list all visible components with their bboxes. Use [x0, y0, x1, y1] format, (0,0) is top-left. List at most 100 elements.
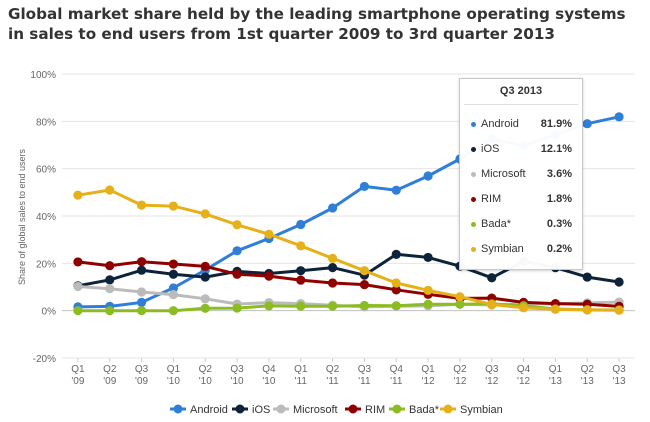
x-tick-label-year: '13: [613, 376, 626, 387]
y-tick-label: 20%: [36, 259, 56, 270]
data-point-bada: [73, 306, 83, 316]
data-point-ios: [391, 249, 401, 259]
data-point-microsoft: [200, 294, 210, 304]
legend-label-rim: RIM: [365, 404, 385, 416]
data-point-symbian: [168, 201, 179, 211]
data-point-rim: [391, 285, 401, 295]
tooltip-series-value: 1.8%: [546, 193, 572, 205]
data-point-rim: [359, 280, 370, 290]
data-point-symbian: [264, 229, 274, 239]
data-point-ios: [614, 277, 624, 287]
tooltip-dot-icon: [471, 147, 476, 152]
data-point-android: [359, 181, 370, 192]
x-tick-label-year: '12: [517, 376, 530, 387]
data-point-microsoft: [168, 289, 179, 300]
tooltip-dot-icon: [471, 122, 476, 127]
data-point-ios: [296, 266, 306, 276]
data-point-symbian: [518, 303, 529, 313]
y-tick-label: 80%: [36, 117, 56, 128]
data-point-symbian: [296, 241, 306, 251]
data-point-ios: [327, 262, 338, 273]
data-point-rim: [232, 269, 242, 279]
data-point-android: [168, 283, 179, 293]
data-point-android: [423, 171, 433, 181]
tooltip-dot-icon: [471, 247, 476, 252]
x-tick-label: Q2: [199, 364, 213, 375]
legend-label-ios: iOS: [252, 404, 270, 416]
x-tick-label: Q1: [421, 364, 435, 375]
series-line-rim: [76, 260, 621, 308]
x-tick-label-year: '10: [199, 376, 212, 387]
data-point-rim: [327, 278, 338, 288]
tooltip-series-value: 0.2%: [546, 243, 572, 255]
series-line-bada: [76, 302, 621, 313]
tooltip-dot-icon: [471, 222, 476, 227]
x-tick-label: Q4: [262, 364, 276, 375]
data-point-microsoft: [105, 284, 115, 294]
x-tick-label-year: '13: [549, 376, 562, 387]
tooltip-dot-icon: [471, 172, 476, 177]
tooltip-title: Q3 2013: [464, 79, 578, 105]
data-point-android: [296, 219, 306, 230]
tooltip: Q3 2013 Android 81.9% iOS 12.1% Microsof…: [459, 78, 583, 270]
data-point-symbian: [136, 200, 147, 210]
data-point-symbian: [487, 299, 497, 310]
data-point-symbian: [391, 278, 401, 288]
tooltip-series-name: Symbian: [481, 243, 524, 255]
data-point-symbian: [423, 285, 433, 295]
data-point-symbian: [455, 292, 465, 302]
x-tick-label-year: '09: [71, 376, 84, 387]
x-tick-label: Q3: [230, 364, 244, 375]
x-tick-label-year: '13: [581, 376, 594, 387]
x-tick-label: Q3: [358, 364, 372, 375]
data-point-bada: [264, 301, 274, 311]
data-point-bada: [232, 303, 242, 313]
legend-marker-microsoft: [276, 404, 286, 414]
data-point-android: [232, 246, 242, 256]
tooltip-series-value: 0.3%: [546, 218, 572, 230]
x-tick-label-year: '12: [485, 376, 498, 387]
data-point-symbian: [582, 305, 592, 315]
tooltip-series-value: 12.1%: [540, 143, 572, 155]
data-point-ios: [487, 273, 497, 283]
tooltip-row-microsoft: Microsoft 3.6%: [460, 167, 582, 181]
data-point-ios: [423, 252, 433, 263]
x-tick-label: Q2: [581, 364, 595, 375]
data-point-bada: [105, 306, 115, 316]
data-point-symbian: [200, 209, 210, 219]
data-point-symbian: [550, 304, 561, 314]
data-point-bada: [200, 303, 210, 313]
data-point-ios: [168, 269, 179, 279]
y-axis-label: Share of global sales to end users: [17, 148, 27, 285]
y-tick-label: 0%: [42, 307, 57, 318]
data-point-symbian: [614, 305, 624, 315]
data-point-rim: [168, 259, 179, 269]
data-point-android: [582, 119, 592, 129]
data-point-symbian: [232, 220, 242, 230]
data-point-rim: [296, 275, 306, 285]
y-tick-label: 40%: [36, 212, 56, 223]
legend-marker-bada: [392, 404, 402, 414]
data-point-rim: [136, 257, 147, 267]
x-tick-label-year: '12: [422, 376, 435, 387]
tooltip-row-android: Android 81.9%: [460, 117, 582, 131]
data-point-microsoft: [136, 287, 147, 297]
data-point-symbian: [359, 266, 370, 276]
x-tick-label: Q4: [390, 364, 404, 375]
x-tick-label: Q3: [612, 364, 626, 375]
data-point-android: [614, 112, 624, 122]
data-point-rim: [105, 261, 115, 271]
data-point-bada: [455, 299, 465, 309]
x-tick-label: Q2: [103, 364, 117, 375]
tooltip-series-name: Bada*: [481, 218, 511, 230]
data-point-rim: [200, 261, 210, 272]
tooltip-series-name: iOS: [481, 143, 500, 155]
data-point-ios: [582, 272, 592, 282]
data-point-bada: [296, 301, 306, 311]
data-point-microsoft: [73, 281, 83, 292]
x-tick-label: Q3: [485, 364, 499, 375]
series-line-symbian: [76, 188, 621, 312]
data-point-bada: [359, 300, 370, 311]
tooltip-row-ios: iOS 12.1%: [460, 142, 582, 156]
